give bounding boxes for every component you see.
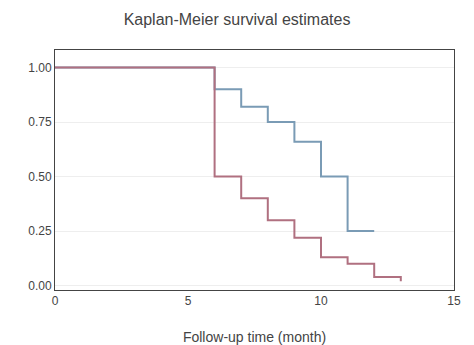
- svg-text:0: 0: [52, 294, 59, 308]
- svg-text:Follow-up time (month): Follow-up time (month): [183, 329, 326, 345]
- svg-text:5: 5: [185, 294, 192, 308]
- svg-text:0.00: 0.00: [28, 279, 52, 293]
- svg-text:0.75: 0.75: [28, 115, 52, 129]
- svg-text:0.25: 0.25: [28, 224, 52, 238]
- svg-text:1.00: 1.00: [28, 61, 52, 75]
- svg-text:10: 10: [314, 294, 328, 308]
- svg-text:Kaplan-Meier survival estimate: Kaplan-Meier survival estimates: [124, 11, 351, 28]
- svg-text:15: 15: [447, 294, 461, 308]
- svg-text:0.50: 0.50: [28, 170, 52, 184]
